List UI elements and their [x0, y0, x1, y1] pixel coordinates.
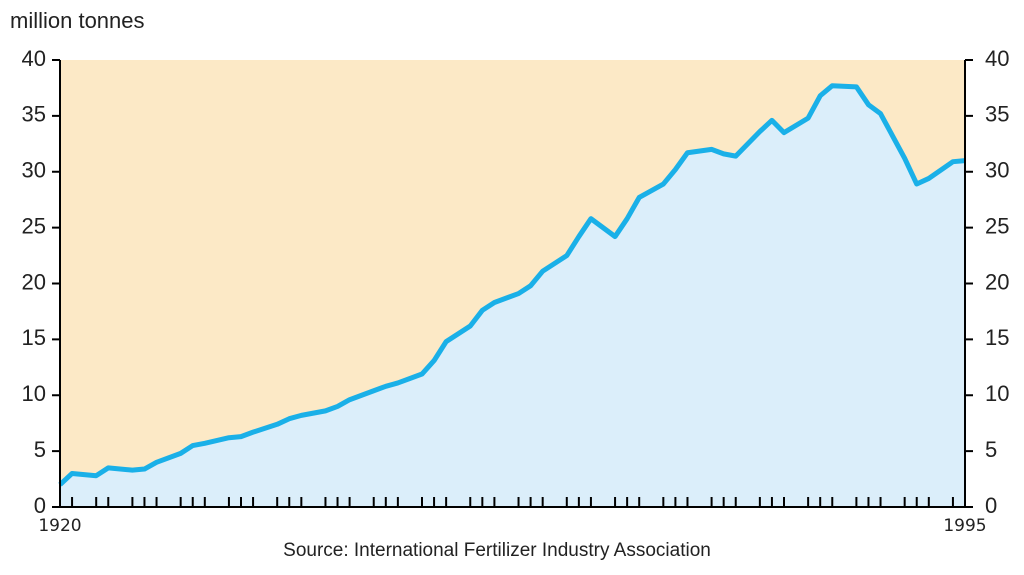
y-tick-label: 5 — [34, 437, 46, 462]
y-tick-label: 15 — [22, 325, 46, 350]
y2-tick-label: 5 — [985, 437, 997, 462]
y2-tick-label: 0 — [985, 493, 997, 518]
y-tick-label: 35 — [22, 102, 46, 127]
y2-tick-label: 10 — [985, 381, 1009, 406]
y2-tick-label: 30 — [985, 158, 1009, 183]
y-tick-label: 20 — [22, 269, 46, 294]
y-tick-label: 10 — [22, 381, 46, 406]
x-tick-label: 1995 — [943, 516, 986, 536]
y-tick-label: 30 — [22, 158, 46, 183]
source-note: Source: International Fertilizer Industr… — [283, 540, 711, 561]
x-tick-label: 1920 — [38, 516, 81, 536]
y-tick-label: 25 — [22, 213, 46, 238]
data-line — [58, 83, 966, 487]
y2-tick-label: 35 — [985, 102, 1009, 127]
y2-tick-label: 40 — [985, 46, 1009, 71]
y-tick-label: 0 — [34, 493, 46, 518]
y-axis-label: million tonnes — [10, 8, 145, 33]
y2-tick-label: 25 — [985, 213, 1009, 238]
y2-tick-label: 15 — [985, 325, 1009, 350]
y2-tick-label: 20 — [985, 269, 1009, 294]
y-tick-label: 40 — [22, 46, 46, 71]
